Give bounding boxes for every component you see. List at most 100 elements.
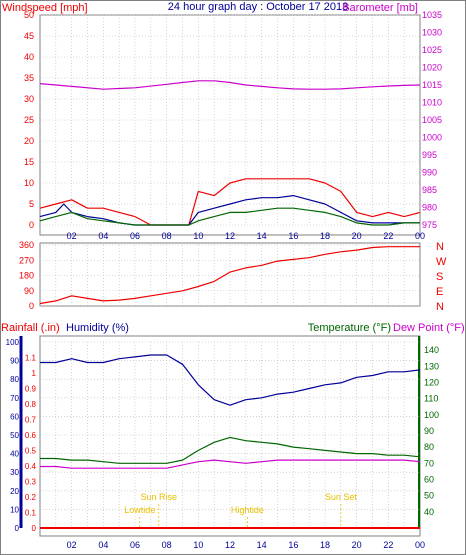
temp-tick-label: 60 — [424, 474, 434, 484]
compass-label: N — [436, 301, 444, 313]
barometer-label: Barometer [mb] — [342, 2, 418, 14]
event-label: Sun Set — [325, 492, 358, 502]
temp-tick-label: 100 — [424, 410, 439, 420]
rain-tick-label: 0.1 — [25, 509, 37, 518]
baro-tick-label: 975 — [422, 220, 437, 230]
rain-tick-label: 1 — [32, 369, 37, 378]
wind-tick-label: 35 — [24, 73, 34, 83]
wind-gust-line — [39, 178, 421, 226]
rain-tick-label: 1.1 — [25, 354, 37, 363]
hour-label-bottom: 22 — [383, 540, 393, 550]
humidity-tick-label: 40 — [10, 450, 19, 459]
temp-tick-label: 90 — [424, 426, 434, 436]
hour-label-top: 02 — [67, 231, 77, 241]
direction-tick-label: 180 — [19, 271, 34, 281]
baro-tick-label: 1005 — [422, 115, 442, 125]
hour-label-bottom: 06 — [130, 540, 140, 550]
hour-label-top: 20 — [352, 231, 362, 241]
temp-tick-label: 120 — [424, 377, 439, 387]
hour-label-top: 22 — [383, 231, 393, 241]
wind-tick-label: 5 — [29, 199, 34, 209]
direction-tick-label: 360 — [19, 240, 34, 250]
humidity-line — [40, 354, 421, 406]
dewpoint-line — [40, 459, 421, 469]
humidity-tick-label: 100 — [6, 338, 20, 347]
hour-label-top: 10 — [193, 231, 203, 241]
hour-label-top: 06 — [130, 231, 140, 241]
rainfall-label: Rainfall (.in) — [1, 322, 60, 334]
rain-tick-label: 0 — [32, 524, 37, 533]
hour-label-bottom: 12 — [225, 540, 235, 550]
hour-label-top: 04 — [98, 231, 108, 241]
wind-tick-label: 40 — [24, 52, 34, 62]
baro-tick-label: 985 — [422, 185, 437, 195]
hour-label-bottom: 00 — [415, 540, 425, 550]
hour-label-bottom: 20 — [352, 540, 362, 550]
baro-tick-label: 1030 — [422, 28, 442, 38]
hour-label-top: 14 — [257, 231, 267, 241]
humidity-tick-label: 70 — [10, 394, 19, 403]
direction-tick-label: 270 — [19, 255, 34, 265]
hour-label-bottom: 10 — [193, 540, 203, 550]
wind-tick-label: 30 — [24, 94, 34, 104]
direction-tick-label: 0 — [29, 301, 34, 311]
wind-tick-label: 0 — [29, 220, 34, 230]
compass-label: S — [436, 271, 443, 283]
rain-tick-label: 0.6 — [25, 431, 37, 440]
temp-tick-label: 140 — [424, 345, 439, 355]
baro-tick-label: 1035 — [422, 10, 442, 20]
dewpoint-label: Dew Point (°F) — [393, 322, 465, 334]
temperature-line — [40, 436, 421, 464]
wind-tick-label: 50 — [24, 10, 34, 20]
temp-tick-label: 130 — [424, 361, 439, 371]
baro-tick-label: 980 — [422, 203, 437, 213]
hour-label-bottom: 08 — [162, 540, 172, 550]
hour-label-top: 00 — [415, 231, 425, 241]
baro-tick-label: 1015 — [422, 80, 442, 90]
wind-tick-label: 20 — [24, 136, 34, 146]
hour-label-bottom: 18 — [320, 540, 330, 550]
hour-label-bottom: 16 — [288, 540, 298, 550]
temp-tick-label: 80 — [424, 442, 434, 452]
rain-tick-label: 0.9 — [25, 385, 37, 394]
humidity-tick-label: 80 — [10, 375, 19, 384]
temp-tick-label: 70 — [424, 458, 434, 468]
rain-tick-label: 0.4 — [25, 462, 37, 471]
graph-title: 24 hour graph day : October 17 2013 — [168, 1, 348, 13]
baro-tick-label: 1025 — [422, 45, 442, 55]
humidity-tick-label: 50 — [10, 431, 19, 440]
event-label: Sun Rise — [140, 492, 177, 502]
hour-label-top: 16 — [288, 231, 298, 241]
wind-tick-label: 15 — [24, 157, 34, 167]
rain-tick-label: 0.8 — [25, 400, 37, 409]
wind-direction-line — [39, 246, 420, 305]
hour-label-bottom: 14 — [257, 540, 267, 550]
humidity-tick-label: 90 — [10, 357, 19, 366]
humidity-tick-label: 20 — [10, 487, 19, 496]
hour-label-top: 12 — [225, 231, 235, 241]
hour-label-top: 08 — [162, 231, 172, 241]
baro-tick-label: 1010 — [422, 98, 442, 108]
rain-tick-label: 0.7 — [25, 416, 37, 425]
baro-tick-label: 990 — [422, 168, 437, 178]
rain-tick-label: 0.2 — [25, 493, 37, 502]
temp-tick-label: 40 — [424, 507, 434, 517]
baro-tick-label: 1000 — [422, 133, 442, 143]
wind-tick-label: 45 — [24, 31, 34, 41]
hour-label-bottom: 02 — [67, 540, 77, 550]
humidity-tick-label: 60 — [10, 412, 19, 421]
baro-tick-label: 1020 — [422, 63, 442, 73]
temperature-label: Temperature (°F) — [308, 322, 391, 334]
wind-tick-label: 25 — [24, 115, 34, 125]
wind-tick-label: 10 — [24, 178, 34, 188]
temp-tick-label: 50 — [424, 491, 434, 501]
humidity-tick-label: 30 — [10, 468, 19, 477]
compass-label: E — [436, 286, 443, 298]
windspeed-label: Windspeed [mph] — [2, 2, 88, 14]
hour-label-bottom: 04 — [98, 540, 108, 550]
direction-tick-label: 90 — [24, 286, 34, 296]
hour-label-top: 18 — [320, 231, 330, 241]
wind-average-line — [39, 195, 420, 226]
